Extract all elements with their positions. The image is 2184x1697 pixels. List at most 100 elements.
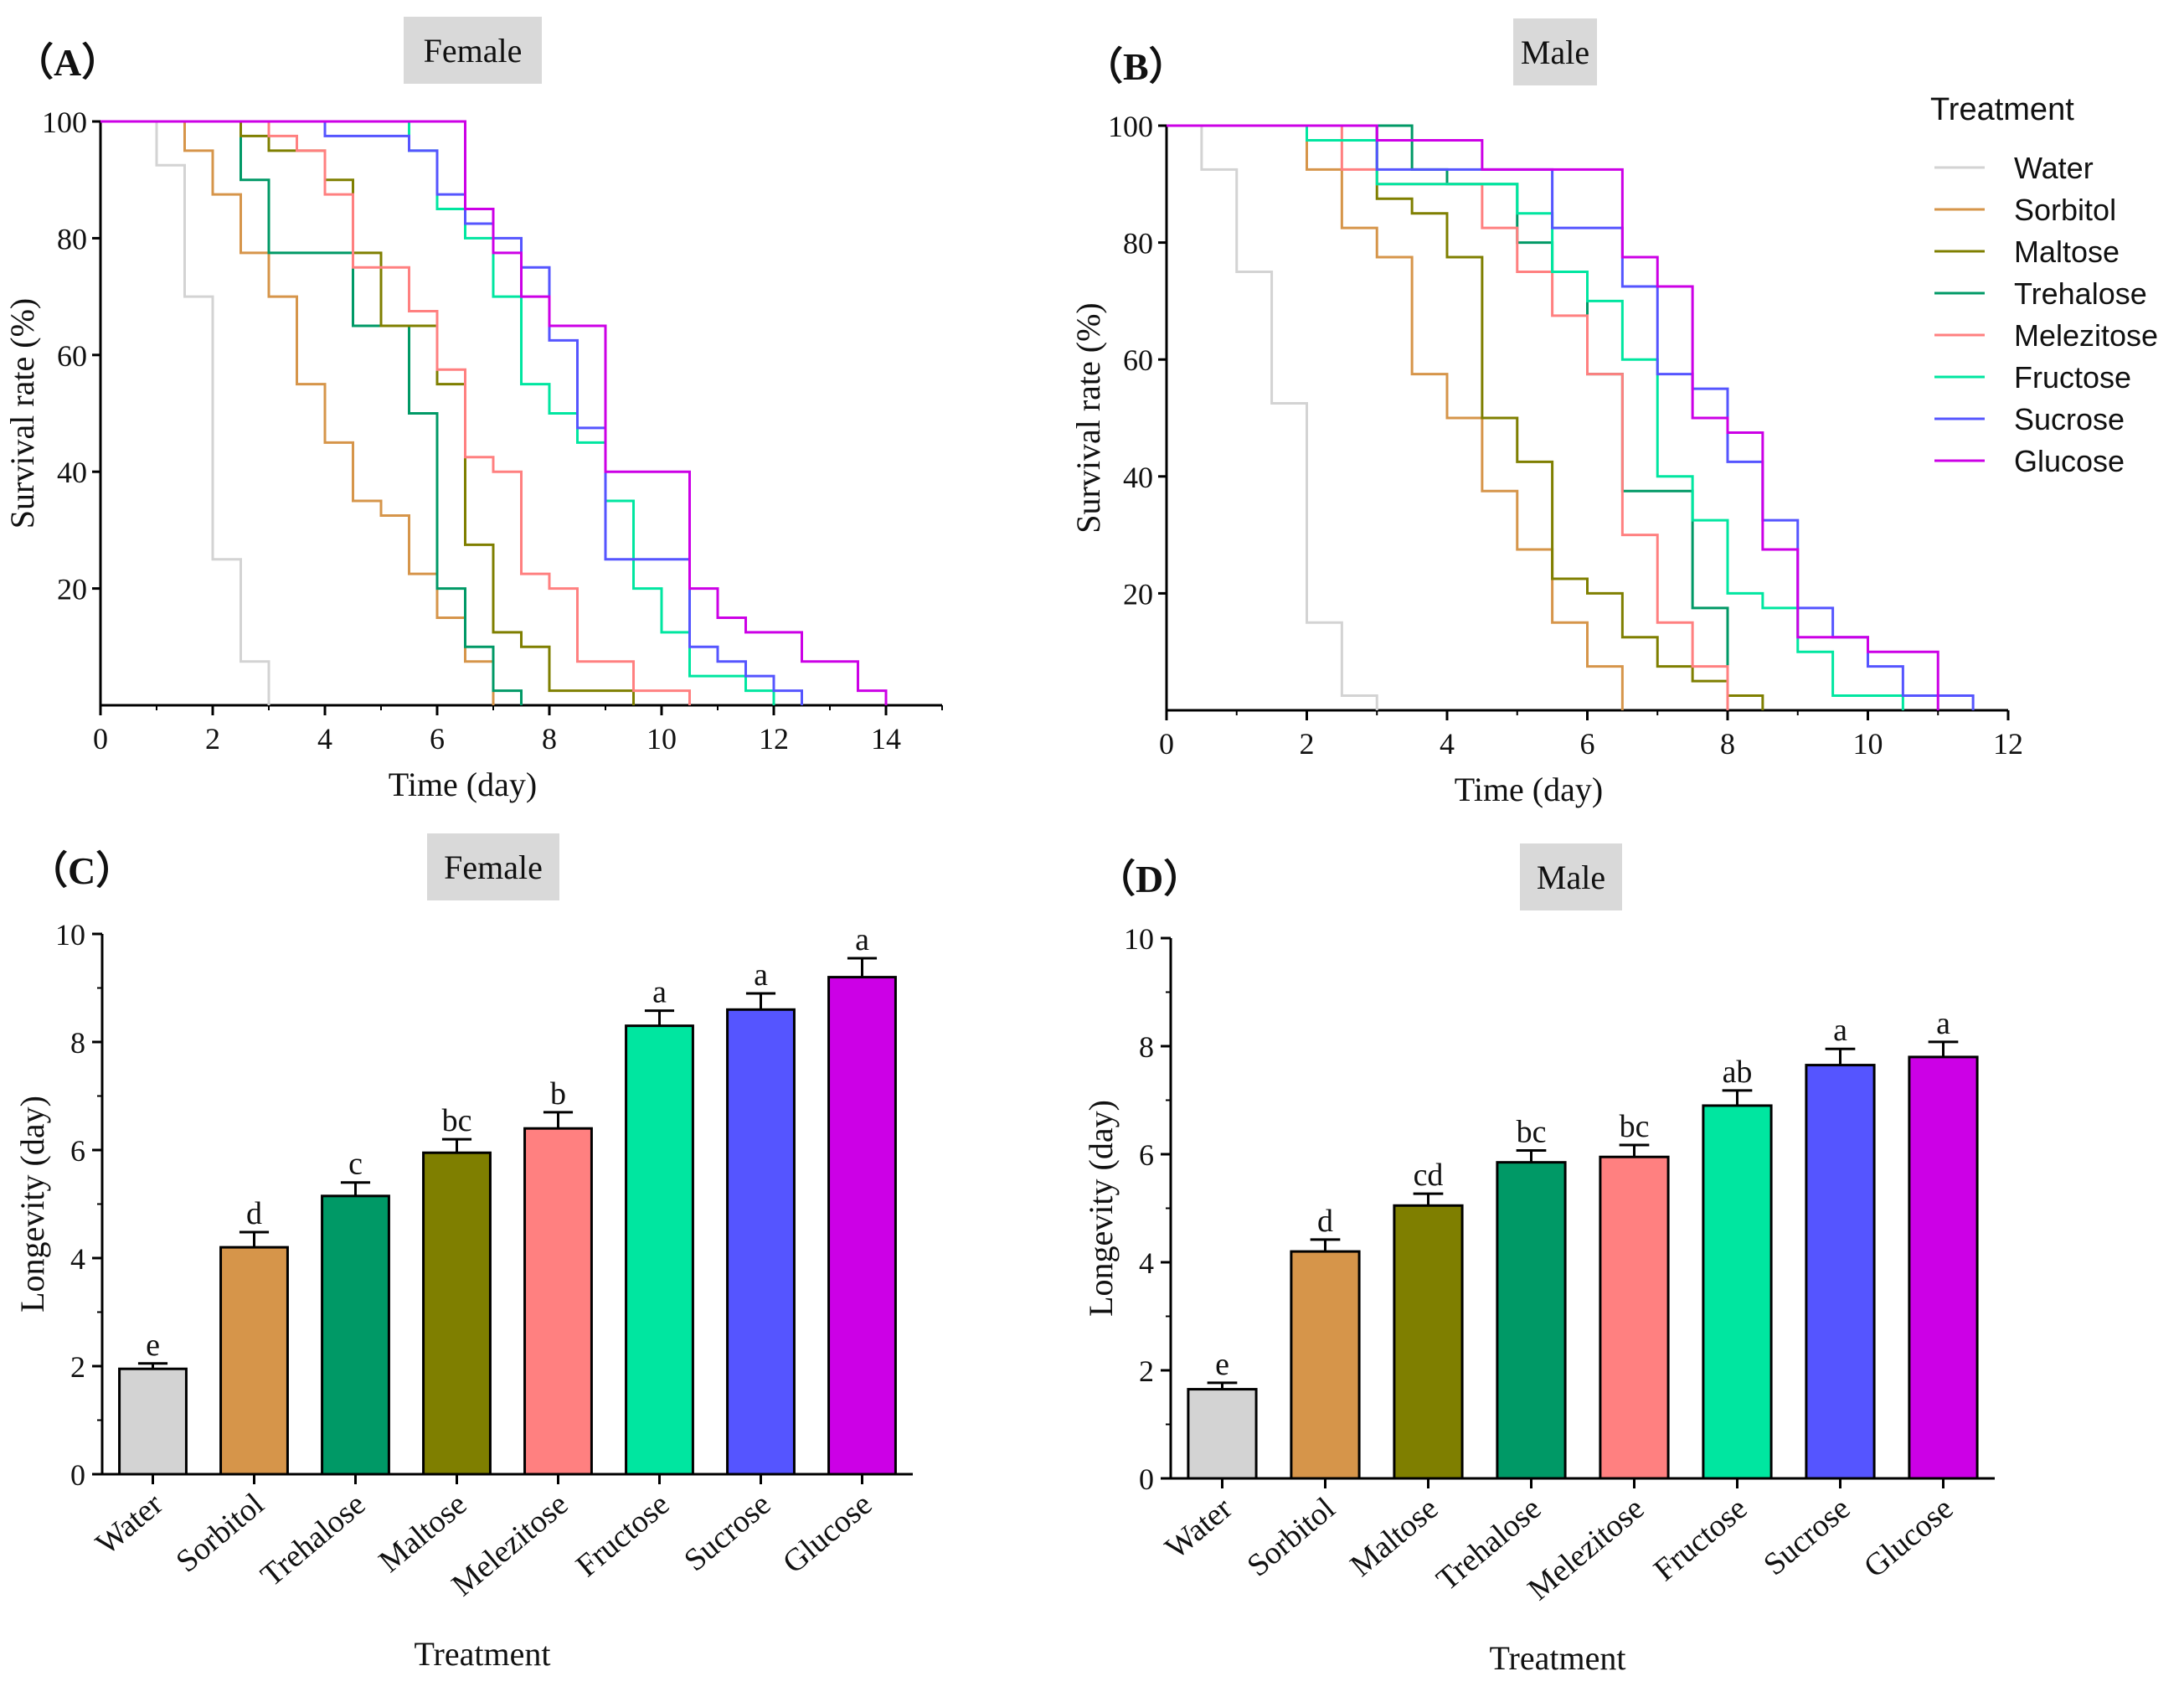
panel-label: （A）: [15, 41, 120, 84]
panel-title-box: [1520, 843, 1622, 910]
x-tick-label: 12: [1993, 727, 2023, 761]
panel-title: Female: [424, 32, 523, 70]
y-axis-label: Longevity (day): [13, 1096, 51, 1313]
panel-title-box: [1513, 18, 1597, 85]
legend-label: Glucose: [2014, 444, 2125, 478]
bar-water: [118, 1367, 188, 1476]
series-line-glucose: [1167, 124, 1939, 710]
x-tick-label: Sorbitol: [1240, 1491, 1342, 1584]
x-tick-label: Sucrose: [677, 1487, 777, 1579]
significance-letter: a: [1936, 1006, 1950, 1041]
y-tick-label: 20: [57, 573, 87, 606]
bar-sucrose: [726, 1008, 796, 1476]
y-tick-label: 4: [1139, 1246, 1154, 1280]
significance-letter: e: [146, 1328, 160, 1363]
chart-panel-D: 0246810eWaterdSorbitolcdMaltosebcTrehalo…: [1082, 922, 1995, 1677]
x-tick-label: 6: [430, 722, 445, 756]
x-tick-label: 10: [1853, 727, 1883, 761]
significance-letter: bc: [1517, 1114, 1547, 1149]
y-tick-label: 6: [70, 1134, 85, 1168]
significance-letter: a: [652, 975, 667, 1010]
panel-label: （B）: [1084, 45, 1187, 88]
y-tick-label: 10: [1124, 922, 1154, 956]
bar-fructose: [625, 1024, 694, 1476]
x-axis-label: Time (day): [1455, 771, 1603, 808]
legend-label: Maltose: [2014, 235, 2120, 269]
x-axis-label: Treatment: [1490, 1639, 1626, 1677]
panel-title: Male: [1537, 859, 1605, 896]
significance-letter: ab: [1723, 1055, 1753, 1090]
x-tick-label: Water: [1159, 1491, 1239, 1566]
series-line-sucrose: [1167, 124, 1975, 710]
x-tick-label: 14: [871, 722, 901, 756]
legend-label: Sorbitol: [2014, 193, 2116, 227]
x-tick-label: Sucrose: [1757, 1491, 1857, 1583]
series-line-trehalose: [100, 120, 523, 705]
panel-label: （D）: [1097, 858, 1202, 900]
panel-title: Female: [444, 848, 543, 886]
bar-sorbitol: [1290, 1250, 1361, 1480]
x-tick-label: 4: [1440, 727, 1455, 761]
x-tick-label: Water: [90, 1487, 170, 1562]
significance-letter: a: [855, 922, 869, 957]
bar-melezitose: [1599, 1155, 1670, 1480]
x-tick-label: Glucose: [776, 1487, 878, 1581]
series-line-glucose: [100, 120, 888, 705]
legend-title: Treatment: [1930, 92, 2074, 127]
y-tick-label: 100: [42, 106, 87, 139]
x-tick-label: 8: [1720, 727, 1735, 761]
significance-letter: c: [348, 1147, 363, 1182]
series-line-sucrose: [100, 120, 803, 705]
y-tick-label: 100: [1108, 110, 1153, 143]
significance-letter: bc: [442, 1103, 472, 1138]
panel-label: （C）: [29, 849, 134, 892]
legend-label: Melezitose: [2014, 318, 2158, 353]
chart-panel-B: 20 40 60 80 100 0 2 4 6 8 10 12 Time (day) Survival r…: [1069, 110, 2023, 808]
bar-water: [1187, 1388, 1258, 1480]
panel-title-box: [427, 833, 559, 900]
series-line-fructose: [1167, 124, 1904, 710]
legend-label: Water: [2014, 151, 2094, 185]
x-tick-label: Melezitose: [1522, 1491, 1651, 1607]
series-line-maltose: [1167, 124, 1764, 710]
x-tick-label: Maltose: [1343, 1491, 1445, 1584]
bar-fructose: [1702, 1104, 1773, 1480]
panel-title-box: [404, 17, 542, 84]
significance-letter: a: [754, 957, 768, 993]
x-tick-label: Trehalose: [255, 1487, 373, 1594]
x-axis-label: Time (day): [389, 766, 537, 803]
bar-melezitose: [523, 1127, 593, 1476]
legend-label: Trehalose: [2014, 276, 2147, 311]
x-tick-label: Glucose: [1857, 1491, 1960, 1585]
y-axis-label: Survival rate (%): [3, 298, 41, 529]
series-line-sorbitol: [1167, 124, 1624, 710]
chart-panel-A: 20 40 60 80 100 0 2 4 6 8 10 12 14 Time (day) Survival…: [3, 106, 943, 803]
y-tick-label: 40: [57, 456, 87, 489]
bar-sucrose: [1805, 1064, 1876, 1480]
significance-letter: a: [1833, 1013, 1847, 1048]
significance-letter: cd: [1414, 1158, 1444, 1193]
bar-maltose: [422, 1151, 492, 1476]
x-tick-label: Fructose: [1647, 1491, 1754, 1588]
bar-trehalose: [1496, 1161, 1567, 1480]
x-axis-label: Treatment: [415, 1635, 551, 1673]
x-tick-label: 6: [1580, 727, 1595, 761]
y-tick-label: 60: [1123, 343, 1153, 377]
y-tick-label: 80: [57, 222, 87, 255]
y-tick-label: 2: [70, 1350, 85, 1384]
legend: Treatment Water Sorbitol Maltose Trehalose Me…: [1930, 92, 2158, 478]
x-tick-label: 8: [542, 722, 557, 756]
significance-letter: d: [1317, 1204, 1333, 1239]
bar-trehalose: [321, 1194, 390, 1476]
y-tick-label: 10: [55, 918, 85, 952]
x-tick-label: 2: [205, 722, 220, 756]
significance-letter: e: [1215, 1347, 1229, 1382]
y-tick-label: 40: [1123, 461, 1153, 494]
legend-label: Sucrose: [2014, 402, 2125, 436]
significance-letter: b: [550, 1076, 566, 1112]
y-tick-label: 6: [1139, 1138, 1154, 1172]
y-tick-label: 0: [70, 1458, 85, 1492]
chart-panel-C: 0246810eWaterdSorbitolcTrehalosebcMaltos…: [13, 918, 913, 1673]
y-tick-label: 2: [1139, 1354, 1154, 1388]
